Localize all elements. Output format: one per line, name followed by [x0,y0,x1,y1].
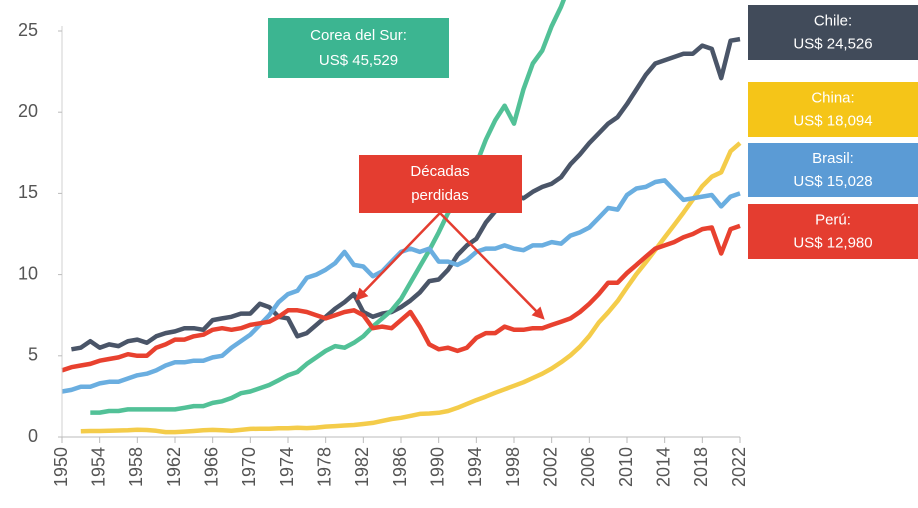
label-box [748,5,918,60]
y-tick-label: 15 [18,182,38,202]
x-tick-label: 2014 [653,447,673,487]
label-value: US$ 24,526 [793,36,872,53]
label-value: US$ 45,529 [319,52,398,69]
label-name: Chile: [814,12,852,29]
label-name: China: [811,89,854,106]
y-tick-label: 20 [18,101,38,121]
overlay: Chile: US$ 24,526 Corea del Sur: US$ 45,529… [268,5,918,320]
label-name: Perú: [815,211,851,228]
y-tick-label: 10 [18,263,38,283]
x-tick-label: 1958 [126,447,146,487]
label-name: Brasil: [812,150,854,167]
x-tick-label: 2018 [691,447,711,487]
label-value: US$ 18,094 [793,113,872,130]
series-line [90,0,567,415]
y-tick-label: 5 [28,345,38,365]
x-tick-label: 1990 [427,447,447,487]
series-line [80,141,742,435]
x-tick-label: 2022 [729,447,749,487]
x-tick-label: 1994 [465,447,485,487]
arrow [355,212,441,301]
x-tick-label: 1966 [201,447,221,487]
label-box [268,18,449,78]
label-box [748,82,918,137]
x-tick-label: 2010 [616,447,636,487]
x-tick-label: 1998 [503,447,523,487]
arrow [439,212,545,320]
x-tick-label: 1962 [164,447,184,487]
x-tick-label: 2002 [540,447,560,487]
x-tick-label: 1970 [239,447,259,487]
label-box [748,204,918,259]
series-line [71,36,741,352]
annotation-text: perdidas [411,187,469,204]
series-line [61,223,741,373]
y-tick-label: 0 [28,426,38,446]
y-tick-label: 25 [18,20,38,40]
x-tick-label: 1986 [390,447,410,487]
label-box [748,143,918,197]
label-value: US$ 12,980 [793,235,872,252]
x-tick-label: 1978 [314,447,334,487]
label-name: Corea del Sur: [310,27,407,44]
x-tick-label: 1950 [51,447,71,487]
label-value: US$ 15,028 [793,173,872,190]
x-tick-label: 2006 [578,447,598,487]
x-tick-label: 1954 [88,447,108,487]
x-tick-label: 1982 [352,447,372,487]
annotation-text: Décadas [410,163,469,180]
annotation-box [359,155,522,213]
x-tick-label: 1974 [277,447,297,487]
